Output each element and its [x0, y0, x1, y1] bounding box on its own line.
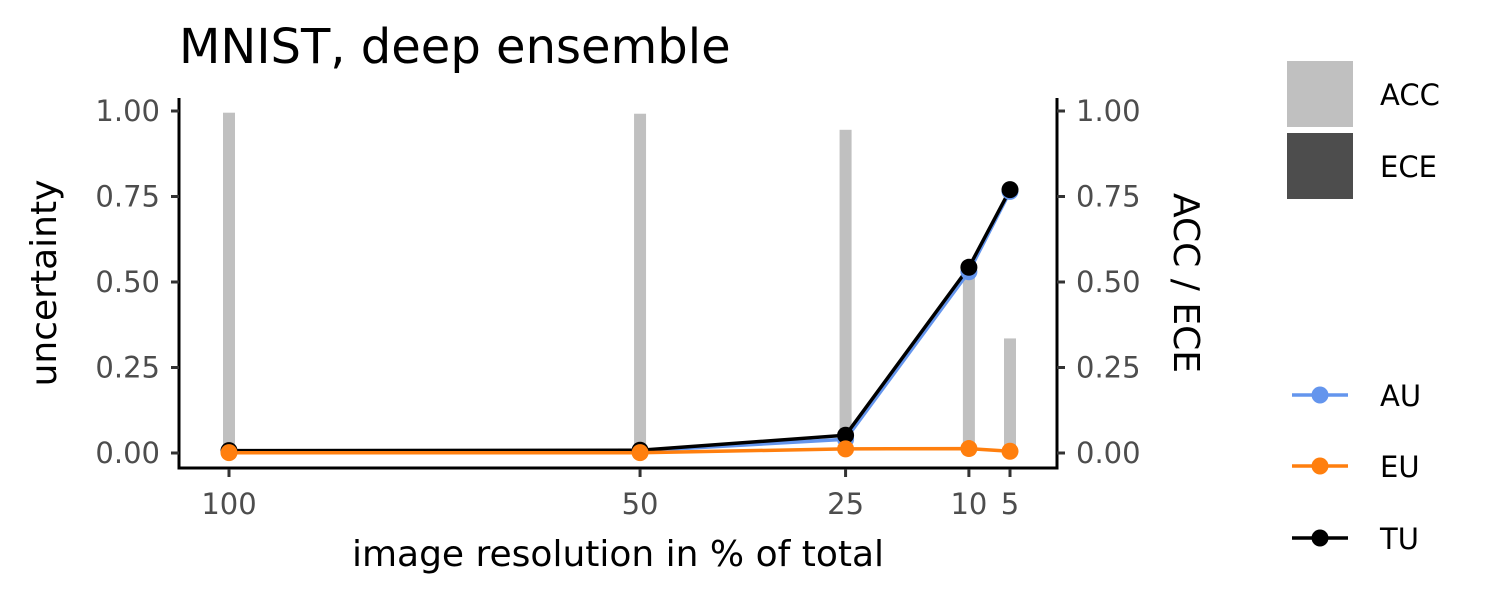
x-tick-label-2: 25: [827, 487, 864, 521]
point-eu-25: [837, 440, 855, 458]
legend-label-eu: EU: [1380, 450, 1420, 484]
point-eu-5: [1001, 442, 1019, 460]
point-tu-25: [837, 426, 855, 444]
y-tick-label-right-4: 1.00: [1076, 94, 1141, 128]
legend-label-acc: ACC: [1380, 78, 1440, 112]
legend: ACC ECE AU EU TU: [1287, 61, 1440, 556]
legend-point-eu: [1311, 457, 1329, 475]
legend-point-tu: [1311, 529, 1329, 547]
point-eu-100: [220, 444, 238, 462]
plot-title: MNIST, deep ensemble: [179, 19, 731, 75]
legend-label-ece: ECE: [1380, 150, 1437, 184]
y-tick-label-right-0: 0.00: [1076, 436, 1141, 470]
bar-acc-50: [634, 113, 647, 454]
bar-acc-100: [223, 112, 235, 454]
axes-layer: [177, 98, 1059, 470]
bar-acc-25: [839, 129, 852, 453]
bar-acc-5: [1004, 338, 1016, 453]
legend-label-au: AU: [1380, 379, 1421, 413]
y-tick-label-right-1: 0.25: [1076, 351, 1141, 385]
line-au: [229, 190, 1012, 453]
point-eu-50: [631, 444, 649, 462]
x-tick-label-0: 100: [201, 487, 256, 521]
line-tu: [228, 188, 1012, 453]
bars-layer: [223, 112, 1016, 454]
point-tu-10: [960, 258, 978, 276]
legend-key-ece: [1287, 133, 1353, 199]
x-axis-title: image resolution in % of total: [352, 534, 884, 575]
bar-acc-10: [962, 271, 975, 453]
x-tick-label-1: 50: [622, 487, 659, 521]
y-axis-title-right: ACC / ECE: [1165, 193, 1206, 373]
point-tu-5: [1001, 181, 1019, 199]
x-tick-label-4: 5: [1001, 487, 1019, 521]
y-axis-title-left: uncertainty: [24, 180, 65, 387]
y-tick-label-left-2: 0.50: [95, 265, 160, 299]
lines-layer: [220, 181, 1019, 462]
legend-key-acc: [1287, 61, 1353, 127]
point-eu-10: [960, 440, 978, 458]
y-tick-label-left-1: 0.25: [95, 351, 160, 385]
y-tick-label-left-3: 0.75: [95, 180, 160, 214]
x-tick-label-3: 10: [950, 487, 987, 521]
legend-label-tu: TU: [1379, 522, 1419, 556]
ticks-layer: 0.00 0.00 0.25 0.25 0.50 0.50 0.75 0.75 1.00 1.00…: [95, 94, 1140, 521]
y-tick-label-left-0: 0.00: [95, 436, 160, 470]
y-tick-label-left-4: 1.00: [95, 94, 160, 128]
legend-point-au: [1311, 386, 1329, 404]
y-tick-label-right-3: 0.75: [1076, 180, 1141, 214]
y-tick-label-right-2: 0.50: [1076, 265, 1141, 299]
